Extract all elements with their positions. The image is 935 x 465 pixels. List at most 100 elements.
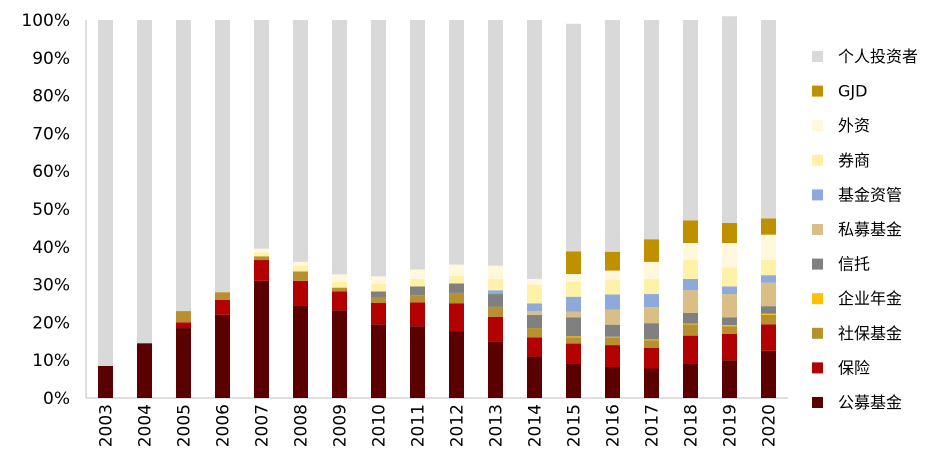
bar-segment xyxy=(683,220,698,244)
bar-segment xyxy=(644,20,659,240)
bar-segment xyxy=(527,311,542,315)
legend-swatch xyxy=(812,362,823,374)
bar-segment xyxy=(644,347,659,369)
bar-segment xyxy=(488,20,503,266)
bar-segment xyxy=(761,313,776,315)
bar-segment xyxy=(410,295,425,303)
bar-segment xyxy=(527,20,542,279)
y-tick-label: 50% xyxy=(32,200,70,220)
bar-segment xyxy=(410,269,425,279)
bar-segment xyxy=(566,251,581,275)
bar-segment xyxy=(644,323,659,340)
legend-swatch xyxy=(812,397,823,408)
bar-segment xyxy=(761,275,776,283)
y-tick-label: 70% xyxy=(32,124,70,144)
bar-segment xyxy=(410,326,425,398)
bar-segment xyxy=(722,222,737,244)
bar-segment xyxy=(332,20,347,275)
x-tick-labels: 2003 2004 2005 2006 2007 2008 2009 2010 2011 2012… xyxy=(97,404,780,447)
bar-segment xyxy=(293,305,308,398)
bar-segment xyxy=(410,20,425,270)
bar-segment xyxy=(176,311,191,323)
bar-segment xyxy=(527,314,542,329)
bar-segment xyxy=(683,290,698,313)
bar-segment xyxy=(527,278,542,285)
x-tick-label: 2015 xyxy=(565,404,585,447)
bar-segment xyxy=(449,292,464,304)
bar-segment xyxy=(683,335,698,364)
legend-swatch xyxy=(812,120,823,132)
y-tick-labels: 0% 10% 20% 30% 40% 50% 60% 70% 80% 90% 100% xyxy=(21,11,70,409)
bar-segment xyxy=(293,265,308,272)
bar-segment xyxy=(215,299,230,315)
bar-segment xyxy=(254,256,269,261)
bar-segment xyxy=(722,16,737,223)
y-tick-label: 60% xyxy=(32,162,70,182)
bar-segment xyxy=(605,336,620,338)
bar-segment xyxy=(254,280,269,398)
bar-segment xyxy=(605,337,620,346)
bar-segment xyxy=(605,309,620,325)
bar-segment xyxy=(527,303,542,312)
bar-segment xyxy=(176,328,191,398)
bar-segment xyxy=(371,302,386,325)
bar-segment xyxy=(332,281,347,288)
x-tick-label: 2003 xyxy=(97,404,117,447)
bar-segment xyxy=(722,360,737,398)
x-tick-label: 2019 xyxy=(721,404,741,447)
y-tick-label: 80% xyxy=(32,87,70,107)
bar-segment xyxy=(566,274,581,282)
bar-segment xyxy=(566,317,581,337)
bar-segment xyxy=(410,278,425,287)
bar-segment xyxy=(722,267,737,287)
bar-segment xyxy=(722,326,737,334)
bar-segment xyxy=(605,251,620,271)
bar-segment xyxy=(761,314,776,325)
bar-segment xyxy=(449,331,464,398)
bar-segment xyxy=(332,310,347,398)
x-tick-label: 2011 xyxy=(409,404,429,447)
x-tick-label: 2009 xyxy=(331,404,351,447)
bar-segment xyxy=(722,333,737,361)
bar-segment xyxy=(410,302,425,327)
bar-segment xyxy=(761,20,776,219)
x-tick-label: 2010 xyxy=(370,404,390,447)
bar-segment xyxy=(449,303,464,332)
bar-segment xyxy=(605,324,620,337)
bar-segment xyxy=(527,337,542,357)
bar-segment xyxy=(605,279,620,295)
bar-segment xyxy=(488,316,503,342)
legend-swatch xyxy=(812,189,823,201)
y-tick-label: 20% xyxy=(32,313,70,333)
bar-segment xyxy=(761,306,776,314)
bar-segment xyxy=(644,278,659,295)
legend-label: 信托 xyxy=(838,255,870,274)
bar-segment xyxy=(644,307,659,324)
bar-segment xyxy=(605,345,620,368)
bar-segment xyxy=(371,283,386,292)
bar-segment xyxy=(332,291,347,311)
legend-swatch xyxy=(812,224,823,235)
bar-segment xyxy=(722,243,737,268)
legend-label: 公募基金 xyxy=(838,393,902,412)
bar-segment xyxy=(566,343,581,364)
x-tick-label: 2007 xyxy=(253,404,273,447)
bar-segment xyxy=(566,311,581,318)
legend-label: 外资 xyxy=(838,116,870,135)
x-tick-label: 2004 xyxy=(136,404,156,447)
legend-label: 个人投资者 xyxy=(838,47,918,66)
legend-swatch xyxy=(812,258,823,270)
bar-segment xyxy=(293,280,308,306)
bar-segment xyxy=(488,341,503,398)
bar-segment xyxy=(293,20,308,262)
bar-segment xyxy=(683,312,698,324)
bar-segment xyxy=(605,294,620,310)
bar-segment xyxy=(371,291,386,298)
x-tick-label: 2014 xyxy=(526,404,546,447)
y-tick-label: 90% xyxy=(32,49,70,69)
legend-swatch xyxy=(812,51,823,62)
bar-segment xyxy=(566,336,581,338)
bar-segment xyxy=(683,324,698,336)
y-tick-label: 100% xyxy=(21,11,70,31)
bar-segment xyxy=(449,283,464,293)
